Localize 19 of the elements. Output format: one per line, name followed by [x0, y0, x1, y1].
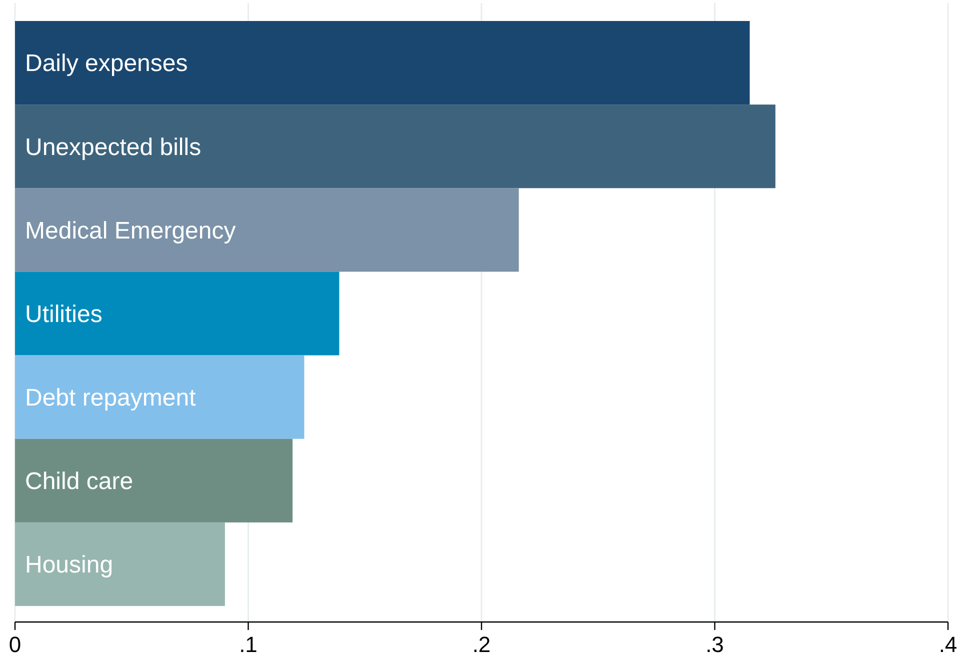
bar — [15, 104, 776, 188]
y-tick-label: Utilities — [25, 300, 102, 328]
x-tick-label: .3 — [706, 632, 724, 657]
y-tick-label: Daily expenses — [25, 50, 188, 78]
y-tick-label: Child care — [25, 468, 134, 496]
y-tick-label: Medical Emergency — [25, 217, 236, 244]
y-tick-label: Debt repayment — [25, 384, 196, 412]
x-tick-label: .2 — [472, 632, 491, 657]
y-tick-label: Unexpected bills — [25, 134, 202, 161]
bar — [15, 272, 340, 356]
bar — [15, 438, 293, 522]
x-tick-label: .1 — [239, 632, 258, 657]
bar — [15, 522, 225, 606]
y-tick-label: Housing — [25, 552, 114, 579]
x-tick-label: .4 — [938, 632, 958, 657]
x-tick-label: 0 — [8, 632, 22, 657]
bar — [15, 21, 750, 105]
bar — [15, 355, 304, 439]
bar — [15, 188, 519, 272]
